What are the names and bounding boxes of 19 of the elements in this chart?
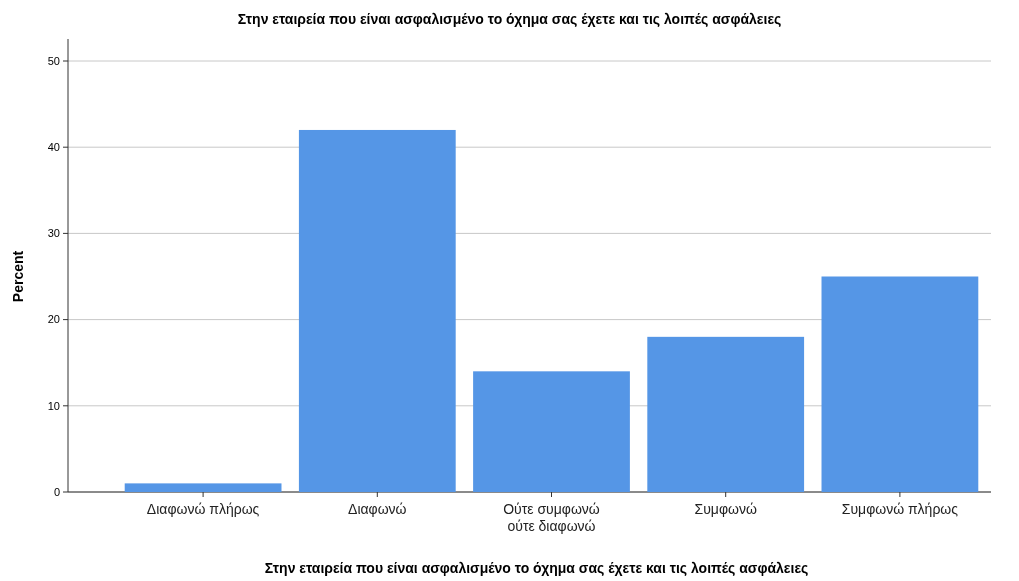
x-tick-label: Διαφωνώ [348,501,407,517]
bar [821,276,979,492]
x-tick-label: Διαφωνώ πλήρως [146,501,260,517]
bar [298,129,456,492]
y-tick-label: 40 [47,141,60,154]
y-tick-label: 50 [47,54,60,67]
x-tick-label: Ούτε συμφωνώ ούτε διαφωνώ [503,501,600,534]
bar [473,371,630,492]
x-tick-label: Συμφωνώ πλήρως [841,501,959,517]
x-tick-label: Συμφωνώ [694,501,757,517]
x-axis-title: Στην εταιρεία που είναι ασφαλισμένο το όχημα σας έχετε και τις λοιπές ασφάλειες [264,560,809,576]
y-tick-label: 20 [47,313,60,326]
y-axis-title: Percent [10,250,26,303]
y-tick-label: 30 [47,227,60,240]
y-tick-label: 0 [53,485,60,498]
chart-title: Στην εταιρεία που είναι ασφαλισμένο το όχημα σας έχετε και τις λοιπές ασφάλειες [237,11,782,27]
bar [124,483,282,492]
y-tick-label: 10 [47,399,60,412]
bar [647,336,805,492]
